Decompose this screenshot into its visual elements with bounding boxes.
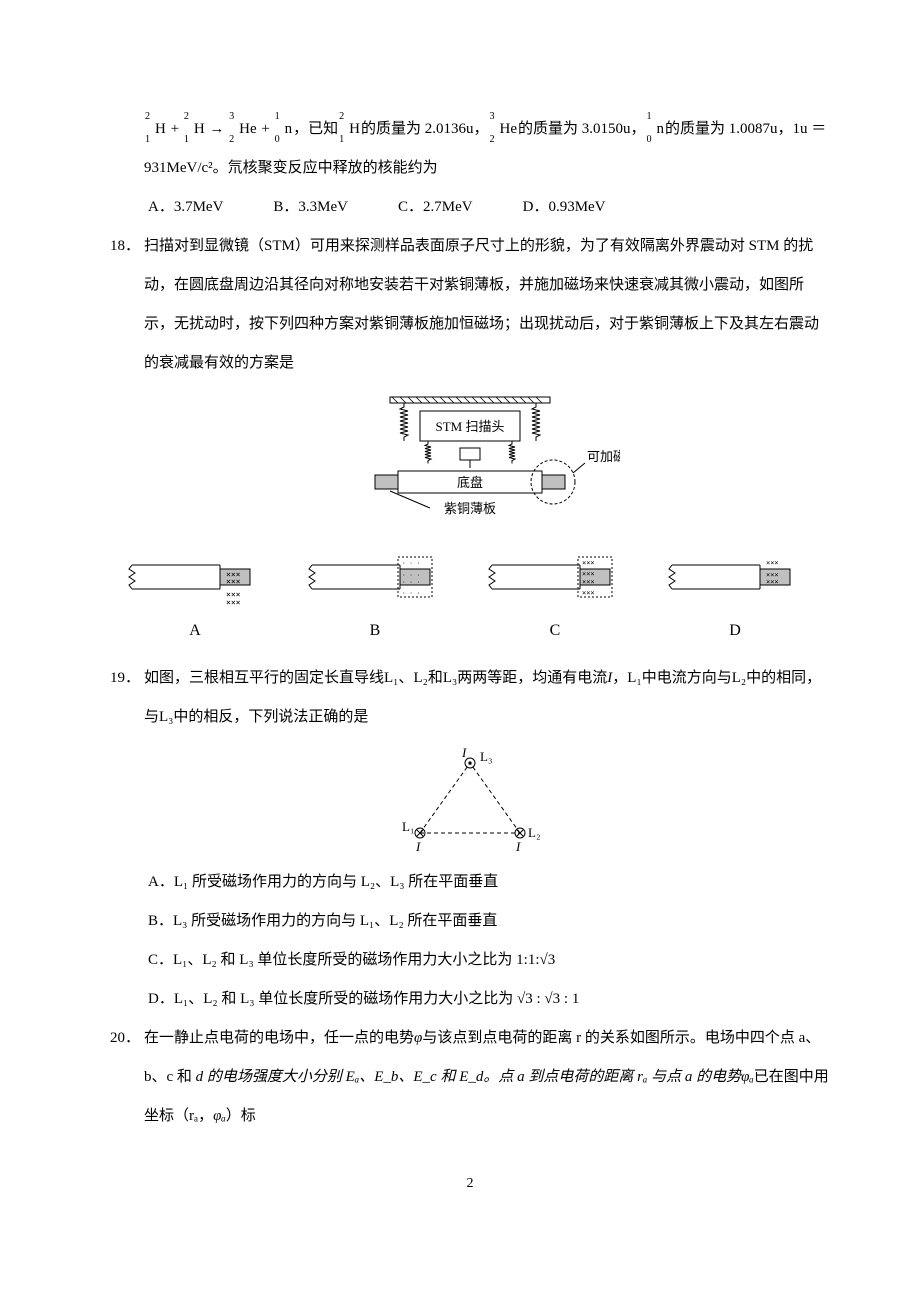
svg-text:可加磁场区: 可加磁场区 (587, 449, 620, 464)
q17-option-b: B．3.3MeV (273, 188, 348, 227)
q18-number: 18． (110, 227, 144, 266)
page-number: 2 (110, 1136, 830, 1202)
svg-text:I: I (515, 839, 521, 854)
q18-figure-main: STM 扫描头 可加磁场区 底盘 紫铜薄板 (110, 393, 830, 543)
svg-text:×××: ××× (226, 577, 241, 586)
svg-text:I: I (415, 839, 421, 854)
q17-options: A．3.7MeV B．3.3MeV C．2.7MeV D．0.93MeV (144, 188, 830, 227)
q19-option-d: D．L₁、L₂ 和 L₃ 单位长度所受的磁场作用力大小之比为 √3 : √3 :… (144, 980, 830, 1019)
q20: 20． 在一静止点电荷的电场中，任一点的电势φ与该点到点电荷的距离 r 的关系如… (110, 1019, 830, 1136)
svg-text:L₃: L₃ (480, 749, 492, 764)
q19-number: 19． (110, 659, 144, 698)
q18-text: 扫描对到显微镜（STM）可用来探测样品表面原子尺寸上的形貌，为了有效隔离外界震动… (144, 227, 830, 383)
q20-number: 20． (110, 1019, 144, 1058)
q20-text: 在一静止点电荷的电场中，任一点的电势φ与该点到点电荷的距离 r 的关系如图所示。… (144, 1019, 830, 1136)
q19-option-c: C．L₁、L₂ 和 L₃ 单位长度所受的磁场作用力大小之比为 1:1:√3 (144, 941, 830, 980)
svg-text:STM 扫描头: STM 扫描头 (436, 419, 505, 434)
q19-figure: I L₃ L₁ I L₂ I (110, 747, 830, 857)
q17-equation-line: 21H + 21H → 32He + 10n，已知21H的质量为 2.0136u… (144, 110, 830, 149)
svg-text:B: B (370, 622, 381, 639)
svg-text:· · ·: · · · (402, 572, 420, 579)
svg-text:· · ·: · · · (402, 579, 420, 586)
q17-body: 21H + 21H → 32He + 10n，已知21H的质量为 2.0136u… (110, 110, 830, 227)
q19-options: A．L₁ 所受磁场作用力的方向与 L₂、L₃ 所在平面垂直 B．L₃ 所受磁场作… (110, 863, 830, 1019)
svg-text:L₁: L₁ (402, 819, 414, 834)
q17-option-d: D．0.93MeV (523, 188, 606, 227)
svg-text:底盘: 底盘 (457, 475, 483, 490)
q19-text: 如图，三根相互平行的固定长直导线L₁、L₂和L₃两两等距，均通有电流I，L₁中电… (144, 659, 830, 737)
q17-line2: 931MeV/c²。氘核聚变反应中释放的核能约为 (144, 149, 830, 188)
svg-text:D: D (729, 622, 741, 639)
q17-option-c: C．2.7MeV (398, 188, 473, 227)
q19-option-b: B．L₃ 所受磁场作用力的方向与 L₁、L₂ 所在平面垂直 (144, 902, 830, 941)
svg-text:×××: ××× (582, 578, 595, 586)
svg-text:×××: ××× (582, 559, 595, 567)
svg-text:紫铜薄板: 紫铜薄板 (444, 501, 496, 516)
svg-text:I: I (461, 747, 467, 760)
q18-figure-options: ×××××× ×××××× A · · · · · ·· · · · · · B (110, 553, 830, 653)
q19: 19． 如图，三根相互平行的固定长直导线L₁、L₂和L₃两两等距，均通有电流I，… (110, 659, 830, 737)
svg-text:×××: ××× (226, 598, 241, 607)
svg-text:×××: ××× (766, 559, 779, 567)
svg-text:×××: ××× (582, 589, 595, 597)
q18: 18． 扫描对到显微镜（STM）可用来探测样品表面原子尺寸上的形貌，为了有效隔离… (110, 227, 830, 383)
svg-text:A: A (189, 622, 201, 639)
svg-text:×××: ××× (582, 570, 595, 578)
q17-option-a: A．3.7MeV (148, 188, 223, 227)
svg-text:· · ·: · · · (402, 590, 420, 597)
svg-text:×××: ××× (766, 578, 779, 586)
svg-text:· · ·: · · · (402, 560, 420, 567)
svg-text:C: C (550, 622, 561, 639)
svg-text:L₂: L₂ (528, 825, 540, 840)
exam-page: 21H + 21H → 32He + 10n，已知21H的质量为 2.0136u… (0, 0, 920, 1242)
q19-option-a: A．L₁ 所受磁场作用力的方向与 L₂、L₃ 所在平面垂直 (144, 863, 830, 902)
